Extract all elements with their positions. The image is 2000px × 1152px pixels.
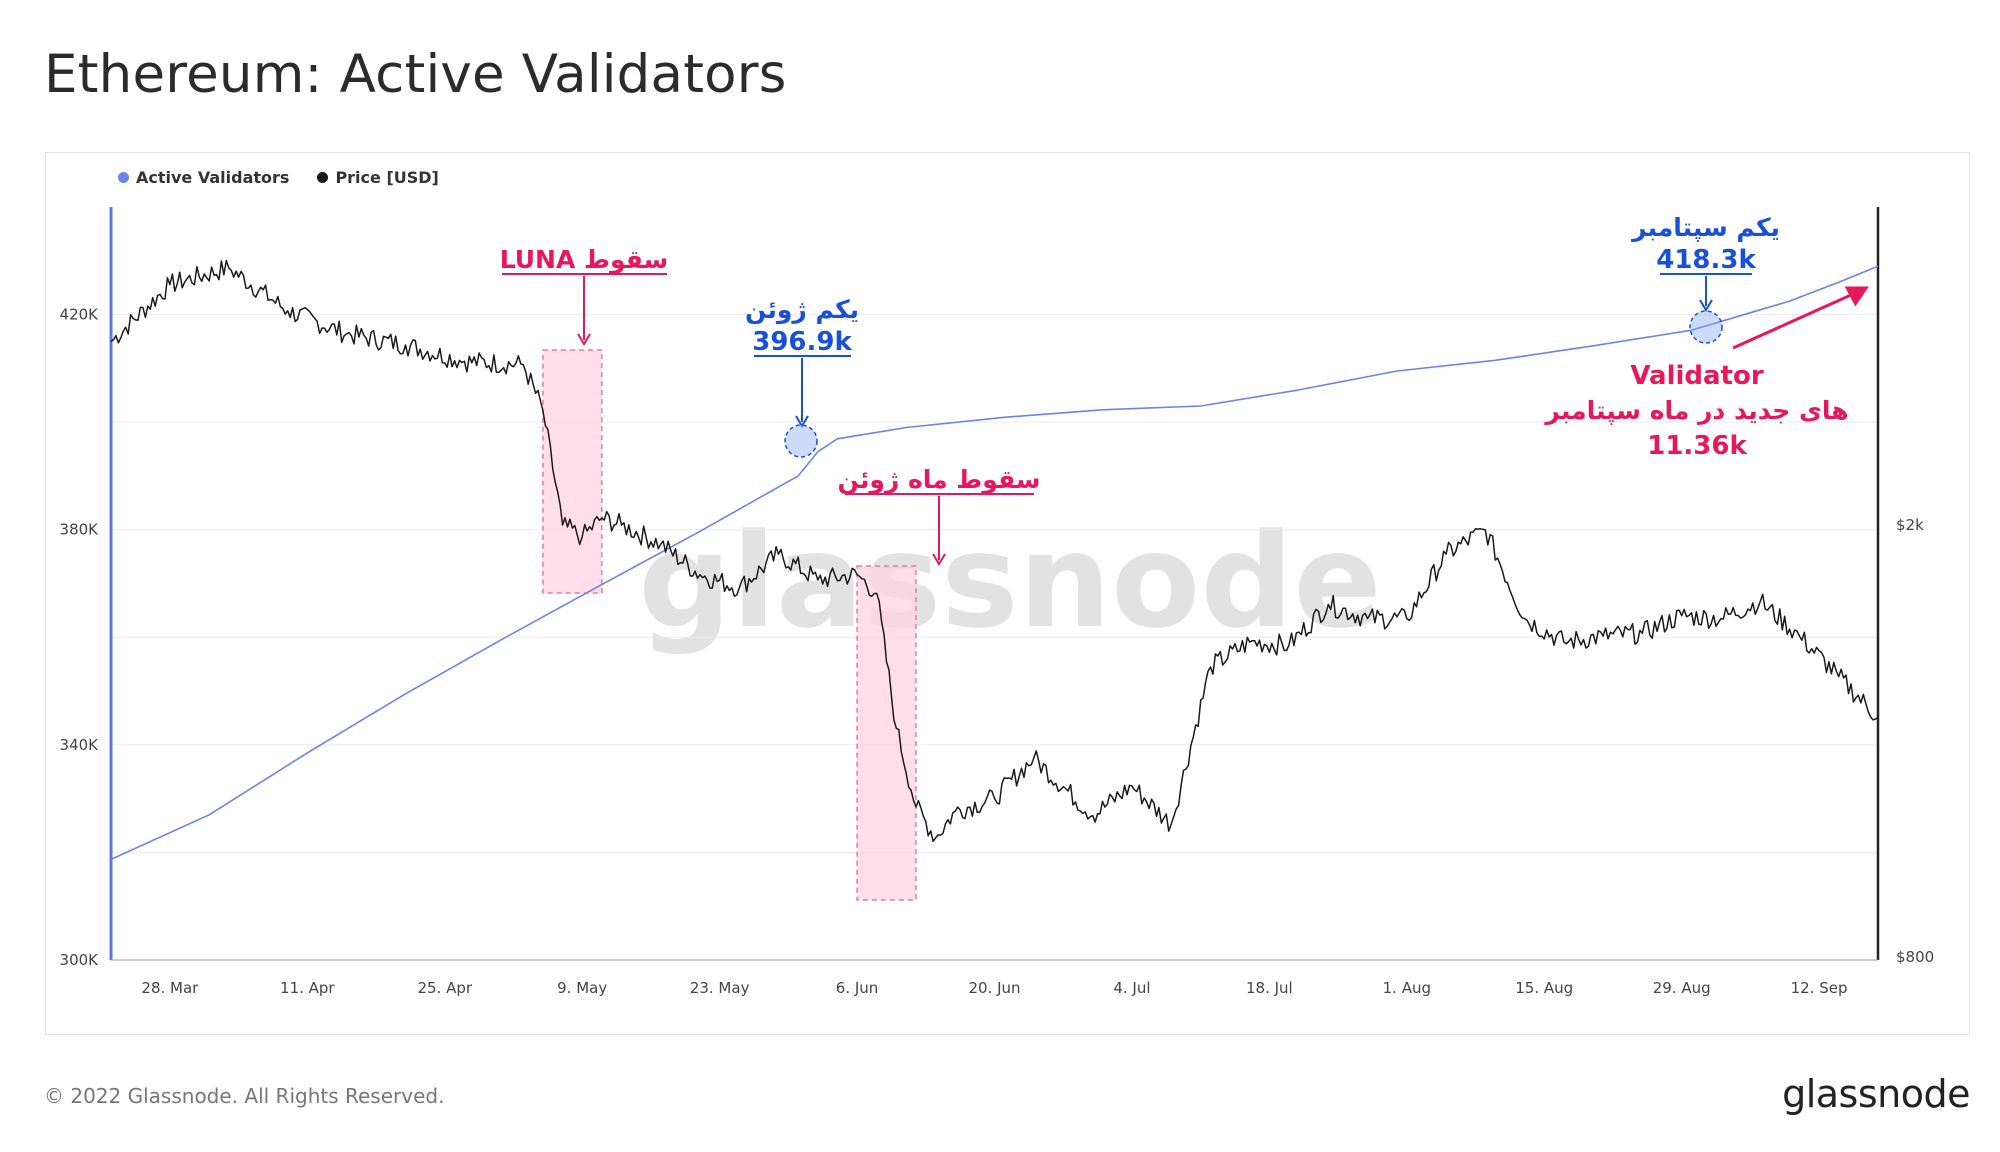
watermark: glassnode	[638, 505, 1381, 657]
x-tick-label: 25. Apr	[417, 979, 472, 997]
x-tick-label: 9. May	[557, 979, 607, 997]
y-left-tick-label: 380K	[60, 521, 100, 539]
series-line-active-validators	[110, 265, 1879, 861]
annotation-june1-marker	[784, 424, 818, 458]
x-tick-label: 20. Jun	[968, 979, 1020, 997]
x-tick-label: 12. Sep	[1791, 979, 1848, 997]
annotation-sept-new-line1: Validator	[1630, 361, 1764, 391]
y-left-tick-label: 340K	[60, 736, 100, 754]
series-line-price	[110, 259, 1879, 843]
legend-dot-price	[317, 172, 329, 183]
chart-axes	[109, 207, 1880, 961]
annotation-sept-new-line2: های جدید در ماه سپتامبر	[1543, 396, 1848, 426]
annotation-luna: سقوط LUNA	[500, 245, 669, 275]
grid-lines	[111, 314, 1878, 853]
x-tick-label: 28. Mar	[141, 979, 199, 997]
annotation-sept-new-arrowhead	[1845, 286, 1869, 307]
highlight-regions	[542, 349, 917, 901]
x-tick-label: 1. Aug	[1383, 979, 1431, 997]
legend-label-validators: Active Validators	[136, 168, 290, 187]
chart-legend: Active Validators Price [USD]	[118, 168, 439, 187]
y-right-tick-label: $2k	[1896, 516, 1924, 534]
chart-frame	[45, 152, 1970, 1035]
x-tick-label: 15. Aug	[1515, 979, 1573, 997]
annotation-sept1-label: یکم سپتامبر	[1630, 213, 1780, 243]
legend-label-price: Price [USD]	[335, 168, 439, 187]
annotation-sept-new-arrow	[1732, 288, 1863, 350]
y-left-tick-label: 420K	[60, 306, 100, 324]
legend-dot-validators	[118, 172, 129, 183]
page-title: Ethereum: Active Validators	[44, 44, 787, 105]
annotation-june1-arrowhead	[795, 415, 809, 428]
annotation-sept1-arrowhead	[1699, 299, 1713, 312]
x-tick-label: 4. Jul	[1113, 979, 1150, 997]
x-tick-label: 23. May	[690, 979, 750, 997]
annotation-june-crash: سقوط ماه ژوئن	[837, 465, 1040, 495]
annotation-sept1-marker	[1689, 310, 1723, 344]
highlight-region	[542, 349, 603, 594]
y-left-tick-label: 300K	[60, 951, 100, 969]
x-tick-label: 18. Jul	[1246, 979, 1293, 997]
legend-item-price[interactable]: Price [USD]	[317, 168, 439, 187]
y-right-tick-label: $800	[1896, 948, 1934, 966]
annotation-june-crash-arrowhead	[932, 553, 946, 566]
annotation-sept1-value: 418.3k	[1656, 245, 1756, 275]
legend-item-active-validators[interactable]: Active Validators	[118, 168, 289, 187]
footer-copyright: © 2022 Glassnode. All Rights Reserved.	[44, 1084, 445, 1108]
footer-brand-logo[interactable]: glassnode	[1782, 1072, 1970, 1116]
annotation-sept-new-line3: 11.36k	[1647, 431, 1747, 461]
x-tick-label: 6. Jun	[836, 979, 879, 997]
x-tick-label: 29. Aug	[1653, 979, 1711, 997]
annotation-june1-label: یکم ژوئن	[745, 295, 859, 325]
annotation-june1-value: 396.9k	[752, 327, 852, 357]
annotation-luna-arrowhead	[577, 333, 591, 346]
x-tick-label: 11. Apr	[280, 979, 335, 997]
axis-ticks: 28. Mar 11. Apr 25. Apr 9. May 23. May 6. Jun…	[60, 306, 1935, 997]
highlight-region	[856, 565, 917, 901]
series-lines	[110, 259, 1879, 861]
